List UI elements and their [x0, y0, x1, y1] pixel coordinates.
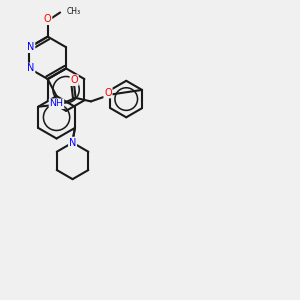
- Text: N: N: [27, 42, 34, 52]
- Text: O: O: [44, 14, 52, 24]
- Text: O: O: [104, 88, 112, 98]
- Text: N: N: [27, 63, 34, 74]
- Text: CH₃: CH₃: [67, 7, 81, 16]
- Text: N: N: [69, 138, 76, 148]
- Text: O: O: [70, 75, 78, 85]
- Text: N: N: [69, 138, 76, 148]
- Text: NH: NH: [50, 99, 64, 108]
